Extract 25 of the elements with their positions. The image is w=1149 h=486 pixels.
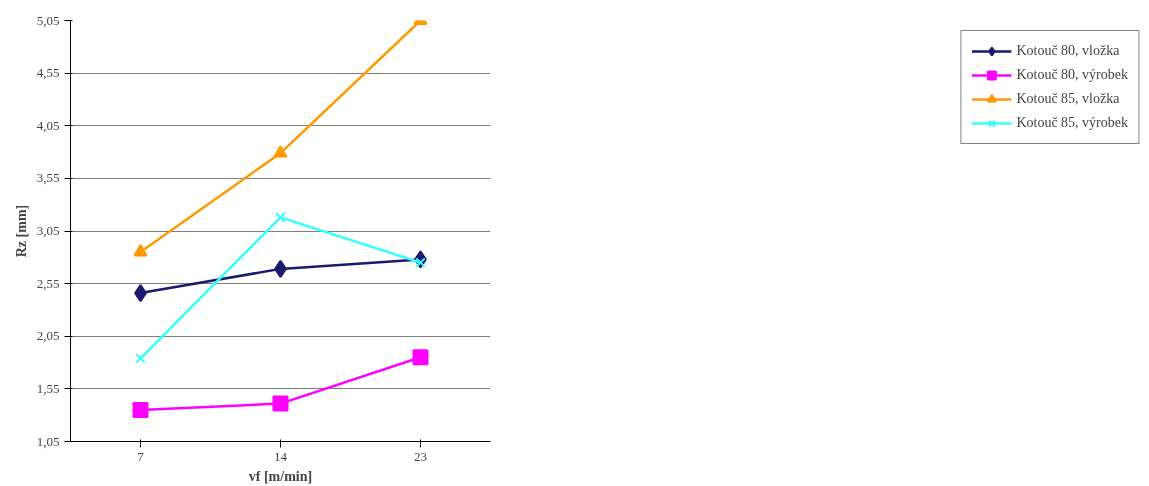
y-tick-label: 1,55 <box>36 380 60 396</box>
point <box>273 145 288 158</box>
x-tick-label: 23 <box>414 448 427 464</box>
point <box>135 353 146 364</box>
y-axis-title: Rz [mm] <box>13 204 29 258</box>
x-tick-label: 7 <box>137 448 145 464</box>
legend-label: Kotouč 80, vložka <box>1016 43 1120 59</box>
legend-label: Kotouč 85, výrobek <box>1016 115 1128 131</box>
y-tick-label: 3,55 <box>36 170 60 186</box>
y-tick-label: 4,05 <box>36 117 60 133</box>
point <box>132 401 149 418</box>
y-tick-label: 3,05 <box>36 223 60 238</box>
y-tick-label: 2,05 <box>36 328 60 344</box>
point <box>412 349 429 366</box>
y-tick-label: 2,55 <box>36 275 60 291</box>
point <box>133 244 148 257</box>
x-tick-label: 14 <box>274 448 288 464</box>
legend-label: Kotouč 80, výrobek <box>1016 67 1128 83</box>
point <box>275 212 286 223</box>
y-tick-label: 4,55 <box>36 65 60 81</box>
y-tick-label: 5,05 <box>36 12 60 28</box>
legend-label: Kotouč 85, vložka <box>1016 91 1120 107</box>
point <box>272 395 289 412</box>
y-tick-label: 1,05 <box>36 433 60 449</box>
x-axis-title: vf [m/min] <box>248 468 313 484</box>
